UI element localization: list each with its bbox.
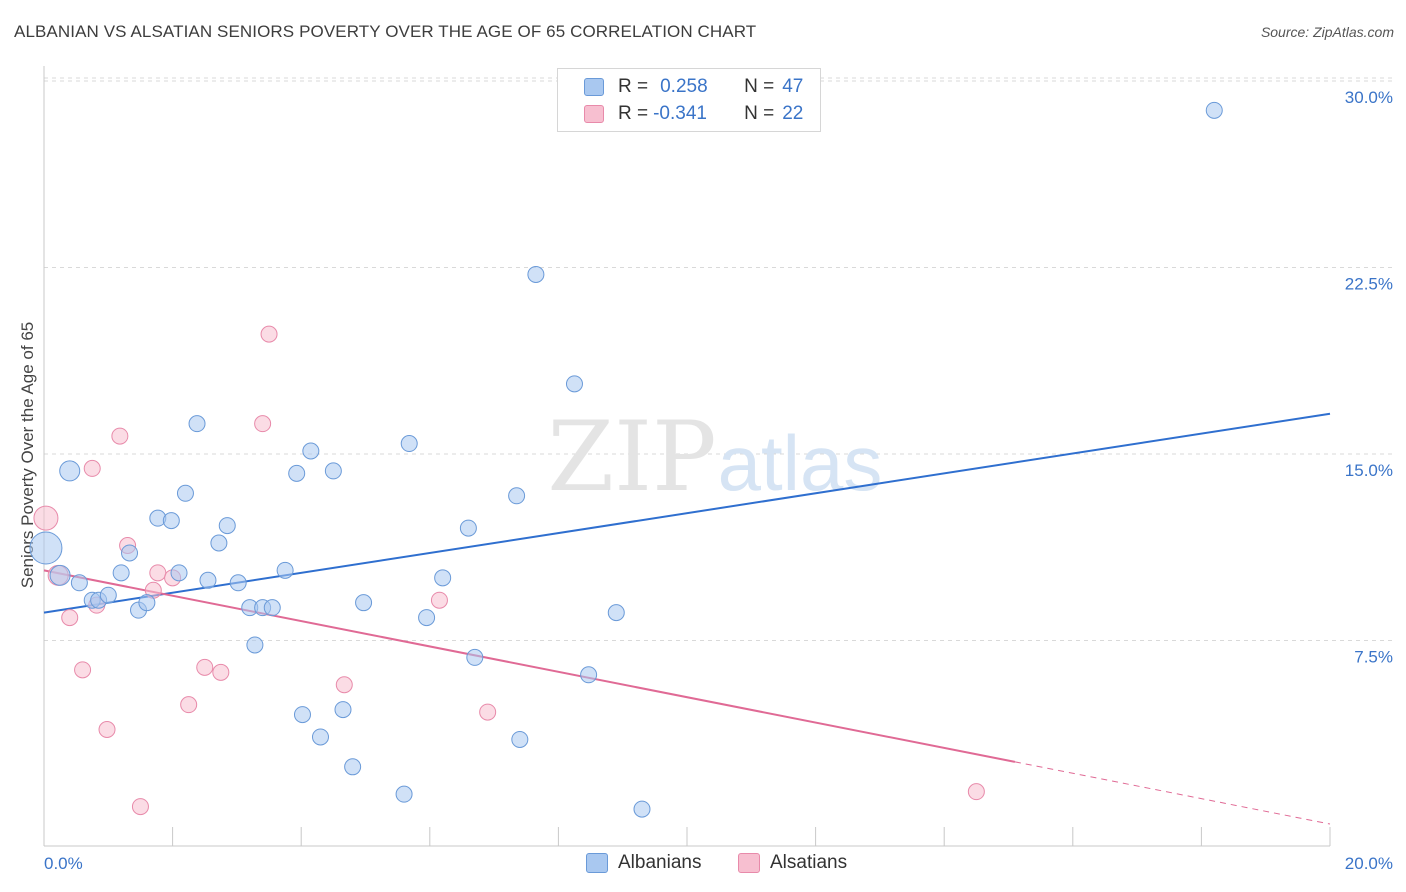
correlation-legend: R = 0.258 N = 47 R = -0.341 N = 22 xyxy=(557,68,821,132)
albanians-legend-swatch xyxy=(586,853,608,873)
albanians-point xyxy=(511,730,529,748)
legend-row-albanians: R = 0.258 N = 47 xyxy=(584,75,803,99)
grid-lines xyxy=(44,77,1392,641)
albanians-point xyxy=(170,564,188,582)
alsatians-point xyxy=(430,591,448,609)
albanians-point xyxy=(263,599,281,617)
alsatians-swatch xyxy=(584,105,604,123)
albanians-point xyxy=(70,574,88,592)
x-tick-label: 20.0% xyxy=(1345,854,1393,873)
legend-r-value: 0.258 xyxy=(660,76,708,97)
legend-row-alsatians: R = -0.341 N = 22 xyxy=(584,102,803,126)
albanians-points xyxy=(29,101,1223,818)
albanians-point xyxy=(218,517,236,535)
alsatians-point xyxy=(254,415,272,433)
albanians-point xyxy=(334,701,352,719)
alsatians-point xyxy=(335,676,353,694)
albanians-trend-line xyxy=(43,412,1331,614)
alsatians-trend-extension xyxy=(1014,761,1331,825)
x-tick-label: 0.0% xyxy=(44,854,83,873)
alsatians-point xyxy=(61,609,79,627)
albanians-point xyxy=(59,460,81,482)
watermark-zip: ZIP xyxy=(547,401,716,513)
alsatians-legend-label: Alsatians xyxy=(770,852,848,873)
albanians-point xyxy=(162,512,180,530)
albanians-point xyxy=(293,706,311,724)
watermark: ZIP atlas xyxy=(547,401,882,513)
albanians-point xyxy=(344,758,362,776)
alsatians-point xyxy=(111,427,129,445)
y-tick-label: 15.0% xyxy=(1345,461,1393,480)
albanians-point xyxy=(418,609,436,627)
albanians-point xyxy=(302,442,320,460)
y-tick-label: 22.5% xyxy=(1345,275,1393,294)
tick-labels: 7.5% 15.0% 22.5% 30.0% 0.0% 20.0% xyxy=(44,88,1393,873)
albanians-point xyxy=(565,375,583,393)
alsatians-point xyxy=(33,505,59,531)
albanians-point xyxy=(434,569,452,587)
alsatians-point xyxy=(260,325,278,343)
alsatians-point xyxy=(83,459,101,477)
axes xyxy=(43,66,1331,847)
bottom-legend-alsatians: Alsatians xyxy=(738,852,847,874)
albanians-point xyxy=(246,636,264,654)
y-tick-label: 30.0% xyxy=(1345,88,1393,107)
legend-r-label: R = xyxy=(618,103,649,124)
alsatians-point xyxy=(967,783,985,801)
alsatians-point xyxy=(74,661,92,679)
albanians-point xyxy=(580,666,598,684)
trend-lines xyxy=(43,412,1331,825)
albanians-point xyxy=(49,564,71,586)
alsatians-trend-line xyxy=(43,569,1016,763)
albanians-point xyxy=(527,265,545,283)
alsatians-point xyxy=(479,703,497,721)
alsatians-point xyxy=(149,564,167,582)
alsatians-point xyxy=(212,663,230,681)
albanians-point xyxy=(276,561,294,579)
albanians-point xyxy=(138,594,156,612)
legend-n-value: 22 xyxy=(782,103,804,124)
albanians-point xyxy=(29,531,63,565)
albanians-point xyxy=(288,464,306,482)
albanians-point xyxy=(311,728,329,746)
albanians-point xyxy=(229,574,247,592)
albanians-swatch xyxy=(584,78,604,96)
albanians-point xyxy=(210,534,228,552)
albanians-point xyxy=(508,487,526,505)
albanians-point xyxy=(466,648,484,666)
albanians-point xyxy=(199,571,217,589)
albanians-point xyxy=(176,484,194,502)
albanians-point xyxy=(324,462,342,480)
albanians-point xyxy=(1205,101,1223,119)
albanians-point xyxy=(395,785,413,803)
bottom-legend-albanians: Albanians xyxy=(586,852,701,874)
albanians-point xyxy=(400,435,418,453)
legend-r-label: R = xyxy=(618,76,649,97)
alsatians-point xyxy=(180,696,198,714)
legend-n-value: 47 xyxy=(782,76,804,97)
albanians-point xyxy=(99,586,117,604)
albanians-legend-label: Albanians xyxy=(618,852,702,873)
albanians-point xyxy=(633,800,651,818)
y-tick-label: 7.5% xyxy=(1354,648,1393,667)
albanians-point xyxy=(188,415,206,433)
chart-title: ALBANIAN VS ALSATIAN SENIORS POVERTY OVE… xyxy=(14,22,757,41)
legend-n-label: N = xyxy=(744,76,775,97)
albanians-point xyxy=(355,594,373,612)
alsatians-point xyxy=(98,721,116,739)
legend-n-label: N = xyxy=(744,103,775,124)
source-credit: Source: ZipAtlas.com xyxy=(1260,24,1394,40)
albanians-point xyxy=(459,519,477,537)
legend-r-value: -0.341 xyxy=(653,103,707,124)
albanians-point xyxy=(607,604,625,622)
watermark-atlas: atlas xyxy=(718,419,883,507)
albanians-point xyxy=(112,564,130,582)
alsatians-point xyxy=(131,798,149,816)
albanians-point xyxy=(121,544,139,562)
alsatians-legend-swatch xyxy=(738,853,760,873)
alsatians-point xyxy=(196,658,214,676)
